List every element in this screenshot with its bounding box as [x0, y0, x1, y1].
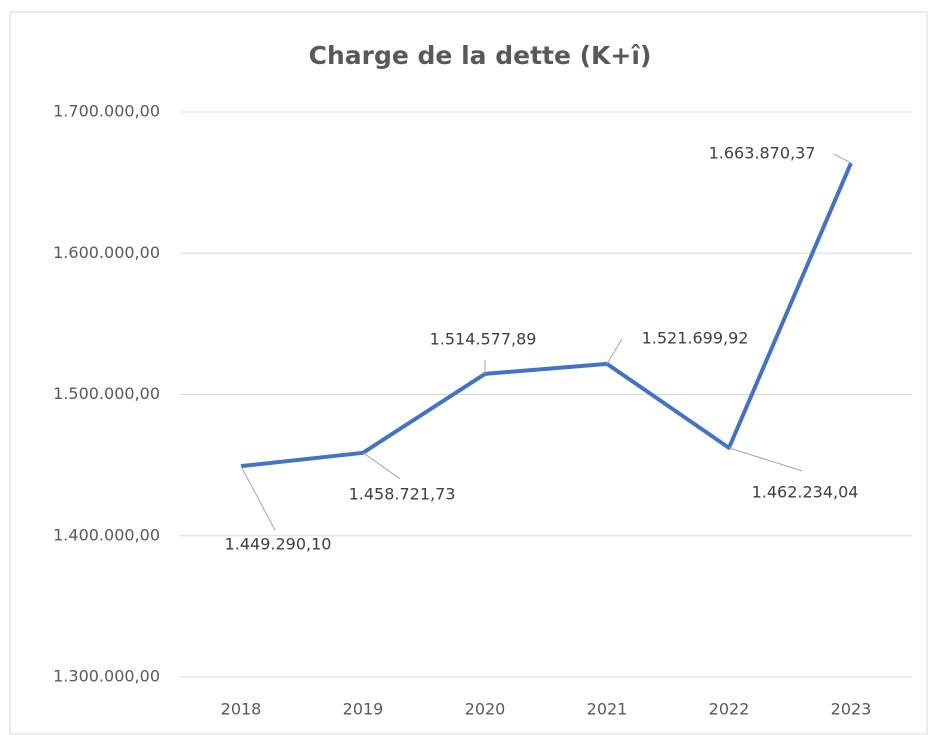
data-label: 1.449.290,10 — [225, 535, 332, 554]
y-tick-label: 1.500.000,00 — [53, 384, 160, 403]
data-label: 1.462.234,04 — [752, 482, 859, 501]
x-tick-label: 2023 — [831, 700, 872, 719]
x-tick-label: 2021 — [587, 700, 628, 719]
x-tick-label: 2020 — [465, 700, 506, 719]
data-label: 1.458.721,73 — [349, 484, 456, 503]
x-tick-label: 2019 — [343, 700, 384, 719]
data-label: 1.663.870,37 — [709, 144, 816, 163]
x-tick-label: 2018 — [221, 700, 262, 719]
chart-title: Charge de la dette (K+î) — [309, 41, 652, 70]
leader-line — [728, 447, 803, 472]
y-tick-label: 1.700.000,00 — [53, 102, 160, 121]
leader-line — [240, 465, 276, 531]
leader-line — [606, 338, 623, 365]
leader-line — [833, 153, 852, 164]
data-label: 1.514.577,89 — [430, 329, 537, 348]
y-tick-label: 1.300.000,00 — [53, 667, 160, 686]
y-tick-label: 1.400.000,00 — [53, 525, 160, 544]
leader-line — [362, 452, 401, 480]
y-tick-label: 1.600.000,00 — [53, 243, 160, 262]
x-tick-label: 2022 — [709, 700, 750, 719]
data-label: 1.521.699,92 — [642, 328, 749, 347]
data-line — [240, 162, 853, 469]
chart-border — [9, 11, 928, 735]
